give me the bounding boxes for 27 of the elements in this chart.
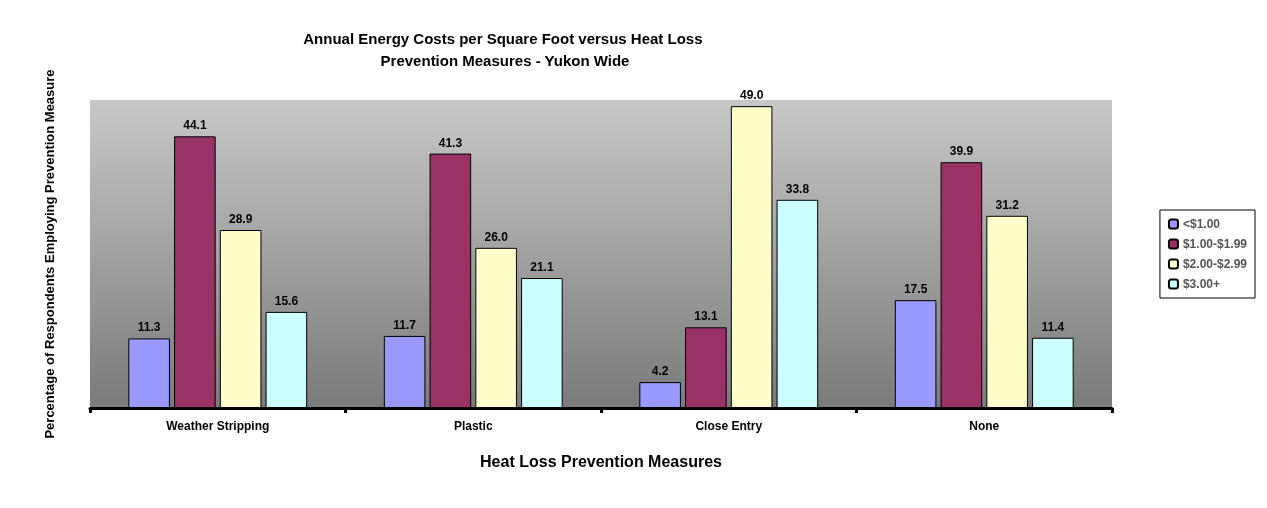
- data-label: 41.3: [438, 135, 463, 150]
- data-label: 17.5: [903, 282, 928, 297]
- data-label: 4.2: [651, 364, 669, 379]
- x-tick-label: Close Entry: [695, 419, 763, 433]
- data-label: 49.0: [739, 88, 764, 103]
- data-label: 28.9: [228, 211, 253, 226]
- data-label: 26.0: [484, 229, 509, 244]
- x-tick-label: Weather Stripping: [166, 419, 270, 433]
- x-tick-label: Plastic: [453, 419, 493, 433]
- data-label: 31.2: [995, 197, 1020, 212]
- x-axis-title: Heat Loss Prevention Measures: [480, 452, 723, 470]
- data-label: 44.1: [183, 118, 207, 133]
- legend-label: $1.00-$1.99: [1182, 237, 1248, 251]
- legend-label: <$1.00: [1182, 217, 1221, 231]
- x-tick-label: None: [969, 419, 1000, 433]
- chart-title: Annual Energy Costs per Square Foot versus Heat Loss Prevention Measures - Yukon Wide: [303, 29, 707, 69]
- data-label: 21.1: [530, 260, 554, 275]
- y-axis-title: Percentage of Respondents Employing Prevention Measure: [41, 69, 57, 439]
- legend-label: $3.00+: [1182, 277, 1220, 291]
- data-label: 15.6: [274, 293, 299, 308]
- data-label: 11.7: [393, 317, 417, 332]
- data-label: 11.4: [1041, 319, 1065, 334]
- data-label: 39.9: [949, 144, 974, 159]
- data-label: 33.8: [785, 181, 810, 196]
- legend-label: $2.00-$2.99: [1182, 257, 1248, 271]
- data-label: 11.3: [137, 320, 161, 335]
- data-label: 13.1: [694, 309, 718, 324]
